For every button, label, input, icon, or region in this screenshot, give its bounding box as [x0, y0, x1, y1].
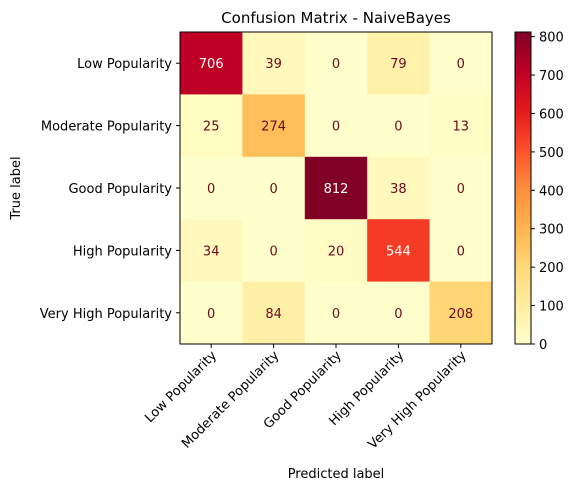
- cell-value-label: 13: [453, 120, 470, 135]
- heatmap-cell: [367, 219, 431, 283]
- heatmap-cell: [180, 219, 243, 283]
- colorbar-tick-label: 700: [539, 69, 564, 84]
- colorbar-tick-label: 300: [539, 223, 564, 238]
- heatmap-cell: [180, 281, 243, 345]
- y-tick-label: Very High Popularity: [40, 307, 173, 322]
- heatmap-cell: [304, 94, 368, 158]
- heatmap-cell: [304, 281, 368, 345]
- heatmap-cell: [180, 32, 243, 95]
- cell-value-label: 0: [394, 120, 402, 135]
- heatmap-cell: [242, 219, 306, 283]
- y-tick-label: Low Popularity: [77, 57, 172, 72]
- heatmap-cell: [180, 94, 243, 158]
- cell-value-label: 0: [394, 307, 402, 322]
- cell-value-label: 0: [457, 182, 465, 197]
- cell-value-label: 544: [386, 244, 411, 259]
- y-axis-title: True label: [9, 156, 24, 220]
- heatmap-cell: [367, 156, 431, 220]
- colorbar-tick-label: 0: [539, 338, 547, 353]
- heatmap-cell: [242, 156, 306, 220]
- colorbar-tick-label: 100: [539, 300, 564, 315]
- heatmap-cell: [367, 281, 431, 345]
- heatmap-cell: [242, 94, 306, 158]
- y-tick-label: Moderate Popularity: [41, 120, 172, 135]
- heatmap-cell: [429, 156, 493, 220]
- heatmap-cell: [180, 156, 243, 220]
- heatmap-cell: [242, 32, 306, 95]
- cell-value-label: 706: [199, 57, 224, 72]
- colorbar-tick-label: 800: [539, 31, 564, 46]
- heatmap-cell: [304, 219, 368, 283]
- chart-title: Confusion Matrix - NaiveBayes: [221, 9, 451, 27]
- cell-value-label: 0: [332, 120, 340, 135]
- cell-value-label: 25: [203, 120, 220, 135]
- heatmap-cell: [367, 94, 431, 158]
- cell-value-label: 38: [390, 182, 407, 197]
- colorbar-tick-label: 600: [539, 107, 564, 122]
- heatmap-cell: [304, 156, 368, 220]
- cell-value-label: 79: [390, 57, 407, 72]
- cell-value-label: 208: [448, 307, 473, 322]
- y-tick-label: Good Popularity: [68, 182, 172, 197]
- cell-value-label: 274: [261, 120, 286, 135]
- heatmap-cells: 706 39 0 79 0 25 274 0 0 13 0 0 812 38 0 34 0 20 544 0 0 84 0 0…: [180, 32, 493, 345]
- heatmap-cell: [367, 32, 431, 95]
- cell-value-label: 0: [207, 182, 215, 197]
- heatmap-cell: [429, 219, 493, 283]
- cell-value-label: 812: [324, 182, 349, 197]
- cell-value-label: 39: [265, 57, 282, 72]
- y-tick-label: High Popularity: [73, 244, 172, 259]
- cell-value-label: 0: [332, 57, 340, 72]
- heatmap-cell: [429, 94, 493, 158]
- heatmap-cell: [429, 32, 493, 95]
- cell-value-label: 0: [207, 307, 215, 322]
- cell-value-label: 0: [457, 244, 465, 259]
- cell-value-label: 84: [265, 307, 282, 322]
- cell-value-label: 0: [457, 57, 465, 72]
- heatmap-cell: [242, 281, 306, 345]
- colorbar-ticks: 0 100 200 300 400 500 600 700 800: [531, 31, 564, 353]
- colorbar: [514, 31, 532, 345]
- cell-value-label: 34: [203, 244, 220, 259]
- cell-value-label: 0: [269, 182, 277, 197]
- x-axis-title: Predicted label: [288, 467, 385, 482]
- colorbar-tick-label: 500: [539, 146, 564, 161]
- cell-value-label: 20: [328, 244, 345, 259]
- colorbar-tick-label: 200: [539, 261, 564, 276]
- heatmap-cell: [304, 32, 368, 95]
- cell-value-label: 0: [332, 307, 340, 322]
- heatmap-cell: [429, 281, 493, 345]
- colorbar-tick-label: 400: [539, 184, 564, 199]
- cell-value-label: 0: [269, 244, 277, 259]
- y-axis-ticks: Low Popularity Moderate Popularity Good Po…: [40, 57, 180, 322]
